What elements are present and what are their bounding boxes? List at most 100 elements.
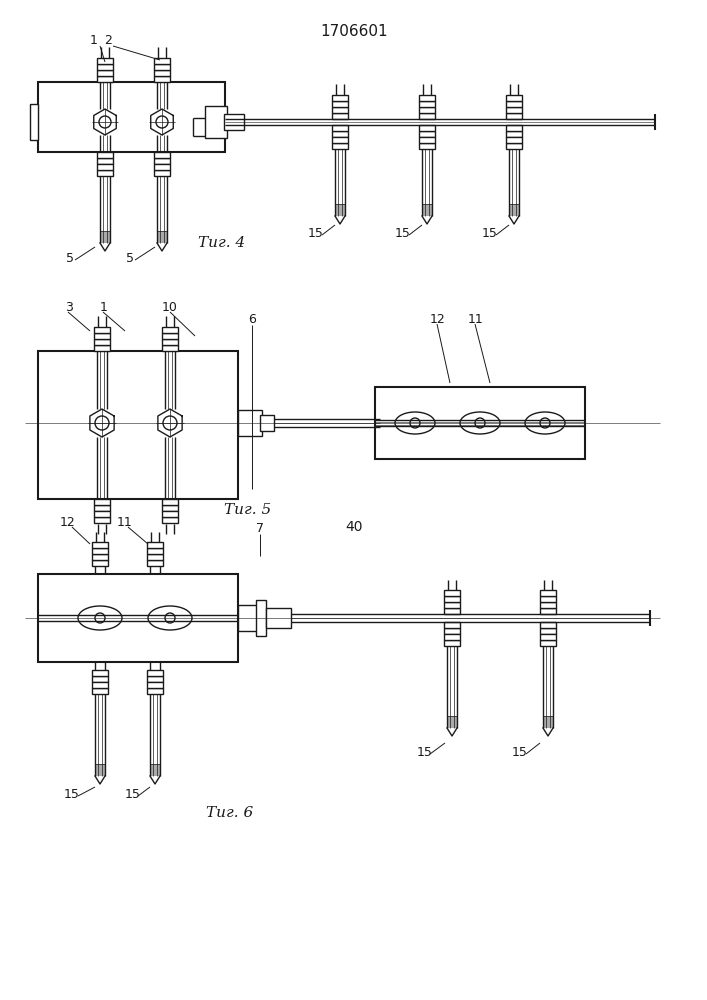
Bar: [147, 560, 163, 566]
Bar: [332, 143, 348, 149]
Bar: [444, 640, 460, 646]
Bar: [97, 164, 113, 170]
Bar: [147, 554, 163, 560]
Bar: [162, 339, 178, 345]
Bar: [419, 101, 435, 107]
Bar: [419, 125, 435, 131]
Bar: [332, 125, 348, 131]
Text: Τиг. 5: Τиг. 5: [224, 503, 271, 517]
Text: 6: 6: [248, 313, 256, 326]
Bar: [94, 333, 110, 339]
Text: 12: 12: [430, 313, 445, 326]
Text: 15: 15: [482, 227, 498, 240]
Bar: [256, 600, 266, 636]
Bar: [444, 596, 460, 602]
Bar: [154, 152, 170, 158]
Bar: [506, 113, 522, 119]
Bar: [444, 608, 460, 614]
Text: 1: 1: [90, 34, 98, 47]
Bar: [147, 548, 163, 554]
Bar: [147, 676, 163, 682]
Bar: [540, 608, 556, 614]
Bar: [540, 590, 556, 596]
Bar: [97, 70, 113, 76]
Bar: [375, 387, 585, 459]
Text: 12: 12: [60, 516, 76, 529]
Bar: [92, 688, 108, 694]
Bar: [162, 345, 178, 351]
Bar: [205, 106, 227, 138]
Bar: [157, 231, 167, 243]
Bar: [150, 764, 160, 776]
Text: 5: 5: [126, 252, 134, 265]
Bar: [238, 410, 262, 436]
Text: 15: 15: [395, 227, 411, 240]
Bar: [92, 560, 108, 566]
Bar: [162, 333, 178, 339]
Bar: [97, 76, 113, 82]
Bar: [419, 137, 435, 143]
Bar: [92, 554, 108, 560]
Text: 15: 15: [417, 746, 433, 759]
Bar: [506, 101, 522, 107]
Text: 1: 1: [100, 301, 108, 314]
Bar: [506, 107, 522, 113]
Text: Τиг. 6: Τиг. 6: [206, 806, 254, 820]
Bar: [154, 70, 170, 76]
Bar: [419, 143, 435, 149]
Bar: [444, 634, 460, 640]
Bar: [332, 95, 348, 101]
Bar: [92, 670, 108, 676]
Bar: [419, 95, 435, 101]
Text: 15: 15: [64, 788, 80, 801]
Bar: [260, 415, 274, 431]
Bar: [506, 143, 522, 149]
Text: 10: 10: [162, 301, 178, 314]
Bar: [92, 676, 108, 682]
Text: 11: 11: [117, 516, 133, 529]
Bar: [444, 622, 460, 628]
Bar: [162, 499, 178, 505]
Text: 15: 15: [125, 788, 141, 801]
Bar: [94, 511, 110, 517]
Bar: [97, 158, 113, 164]
Bar: [506, 125, 522, 131]
Bar: [419, 113, 435, 119]
Bar: [444, 602, 460, 608]
Text: 15: 15: [512, 746, 528, 759]
Bar: [92, 682, 108, 688]
Bar: [154, 76, 170, 82]
Text: 15: 15: [308, 227, 324, 240]
Bar: [162, 505, 178, 511]
Bar: [38, 82, 225, 152]
Bar: [100, 231, 110, 243]
Bar: [162, 327, 178, 333]
Text: 2: 2: [104, 34, 112, 47]
Bar: [94, 499, 110, 505]
Bar: [147, 542, 163, 548]
Bar: [147, 682, 163, 688]
Bar: [154, 64, 170, 70]
Bar: [543, 716, 553, 728]
Bar: [335, 204, 345, 216]
Bar: [92, 548, 108, 554]
Text: Τиг. 4: Τиг. 4: [199, 236, 245, 250]
Bar: [94, 327, 110, 333]
Bar: [266, 608, 291, 628]
Text: 40: 40: [345, 520, 363, 534]
Bar: [447, 716, 457, 728]
Bar: [38, 351, 238, 499]
Bar: [94, 345, 110, 351]
Bar: [509, 204, 519, 216]
Bar: [30, 104, 38, 140]
Bar: [422, 204, 432, 216]
Bar: [97, 152, 113, 158]
Bar: [162, 517, 178, 523]
Bar: [95, 764, 105, 776]
Bar: [419, 107, 435, 113]
Bar: [444, 628, 460, 634]
Bar: [540, 640, 556, 646]
Bar: [97, 58, 113, 64]
Bar: [332, 107, 348, 113]
Bar: [506, 131, 522, 137]
